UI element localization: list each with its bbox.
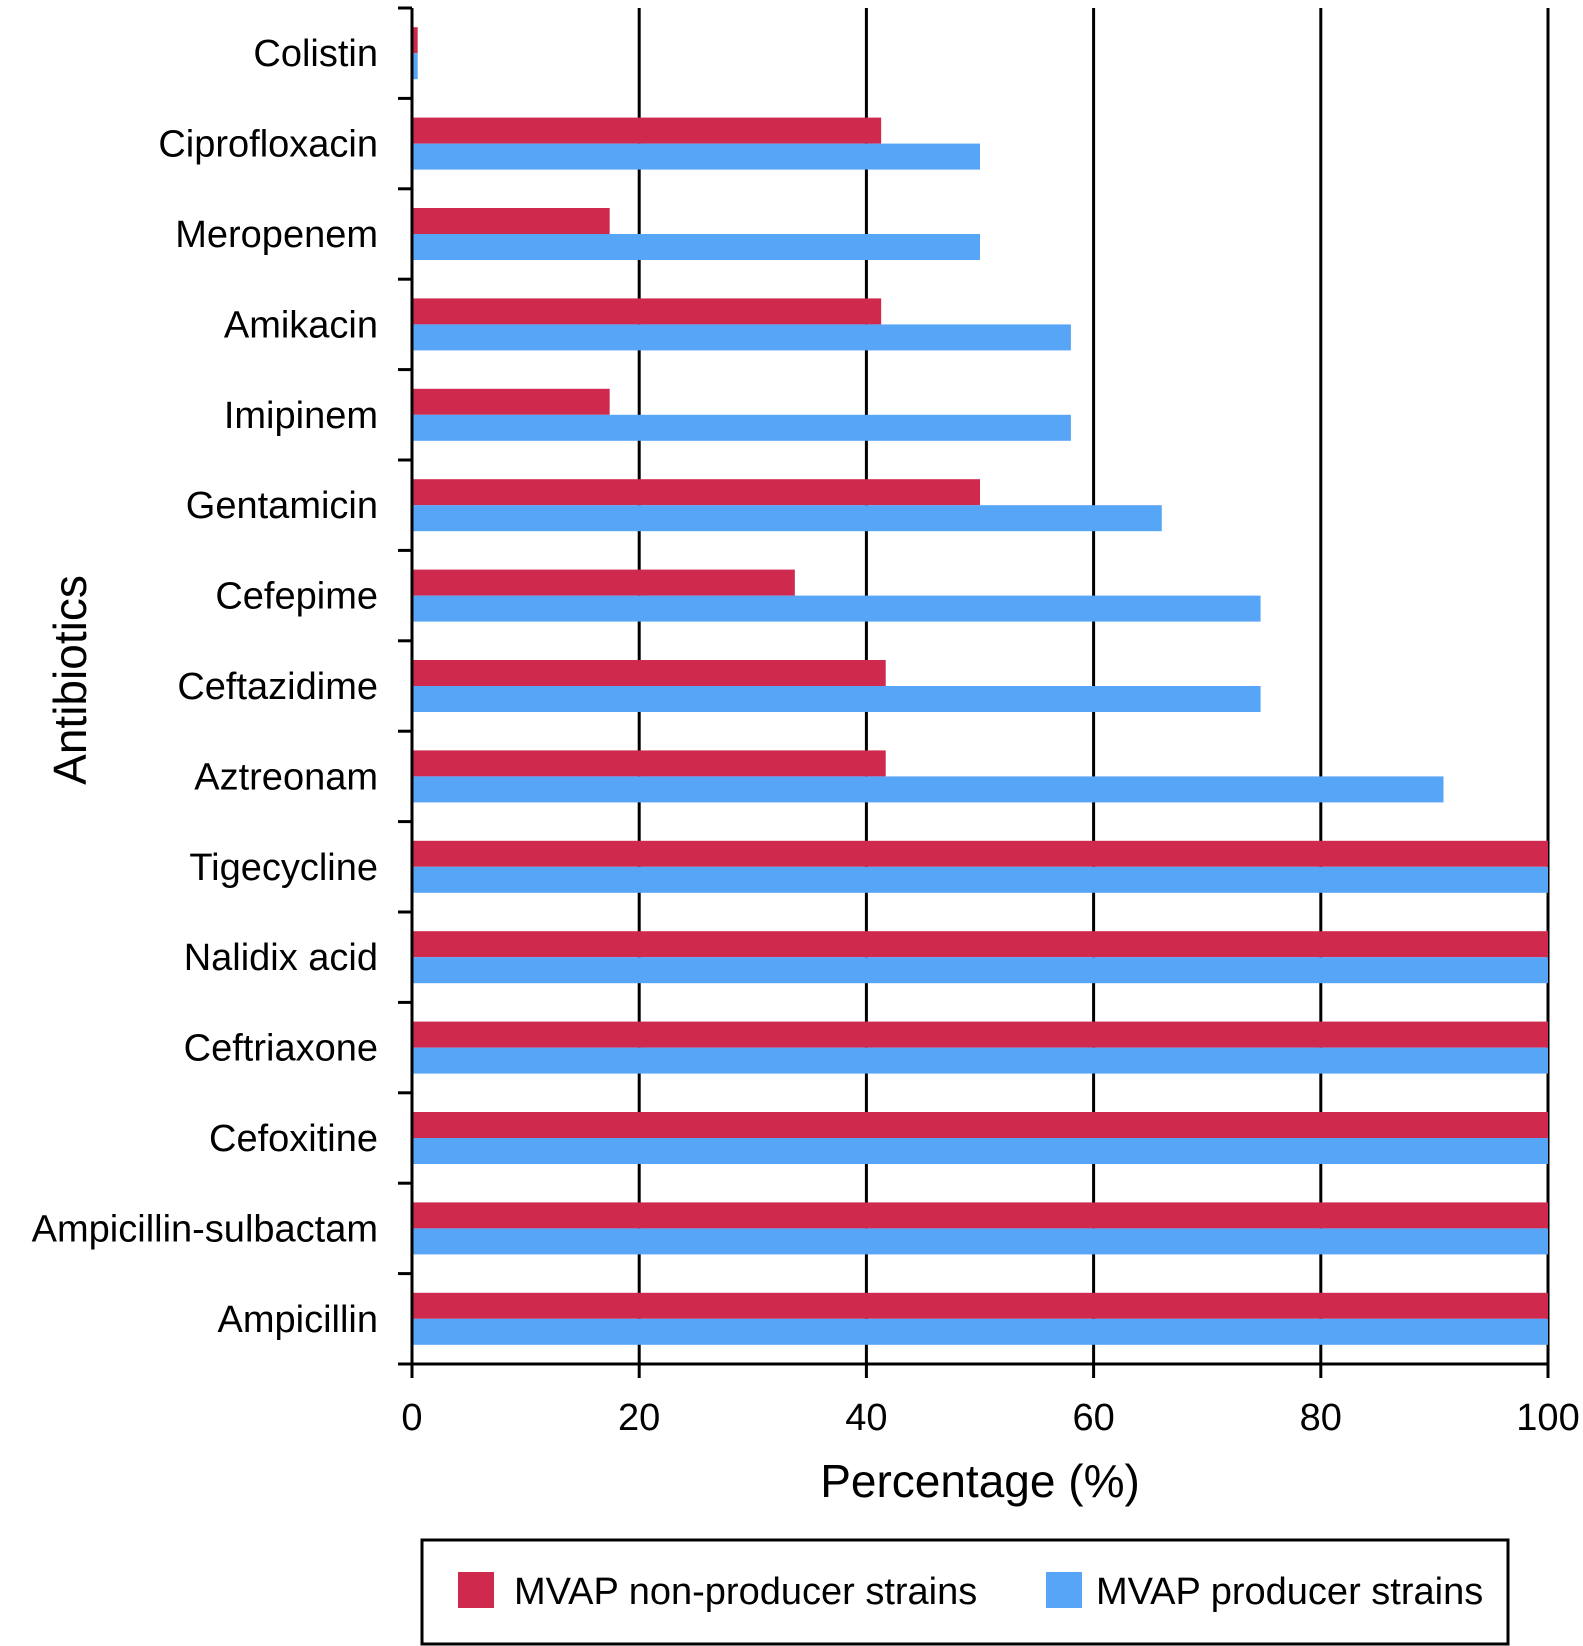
bar-non-producer	[412, 298, 882, 325]
x-tick-label: 80	[1300, 1397, 1342, 1439]
bar-non-producer	[412, 1292, 1548, 1319]
category-label: Ampicillin	[218, 1299, 378, 1341]
bar-producer	[412, 686, 1261, 712]
category-label: Cefepime	[215, 576, 378, 618]
category-label: Amikacin	[224, 304, 378, 346]
bar-producer	[412, 143, 980, 170]
bar-non-producer	[412, 660, 886, 686]
x-tick-label: 40	[845, 1397, 887, 1439]
legend-swatch-non-producer	[458, 1572, 494, 1608]
legend-swatch-producer	[1046, 1572, 1082, 1608]
x-tick-label: 60	[1072, 1397, 1114, 1439]
bar-producer	[412, 234, 980, 260]
category-label: Imipinem	[224, 395, 378, 437]
bars	[412, 27, 1548, 1345]
bar-non-producer	[412, 208, 610, 234]
bar-producer	[412, 53, 418, 80]
bar-non-producer	[412, 840, 1548, 867]
bar-producer	[412, 414, 1071, 441]
category-label: Meropenem	[175, 214, 378, 256]
legend-label-producer: MVAP producer strains	[1096, 1571, 1483, 1613]
category-label: Ciprofloxacin	[158, 124, 378, 166]
bar-producer	[412, 1318, 1548, 1345]
bar-non-producer	[412, 931, 1548, 958]
legend: MVAP non-producer strains MVAP producer …	[420, 1538, 1510, 1646]
category-labels: Colistin Ciprofloxacin Meropenem Amikacin Im…	[32, 33, 378, 1341]
legend-label-non-producer: MVAP non-producer strains	[514, 1571, 977, 1613]
bar-producer	[412, 1228, 1548, 1255]
bar-non-producer	[412, 388, 610, 415]
bar-non-producer	[412, 1202, 1548, 1229]
bar-producer	[412, 1138, 1548, 1164]
bar-producer	[412, 505, 1162, 532]
category-label: Nalidix acid	[184, 937, 378, 979]
bar-producer	[412, 776, 1444, 803]
category-label: Cefoxitine	[209, 1118, 378, 1160]
x-tick-label: 20	[618, 1397, 660, 1439]
category-label: Ceftriaxone	[184, 1028, 378, 1070]
category-label: Tigecycline	[189, 847, 378, 889]
x-tick-label: 100	[1516, 1397, 1579, 1439]
bar-producer	[412, 957, 1548, 984]
category-label: Aztreonam	[194, 756, 378, 798]
axes	[398, 6, 1550, 1378]
x-tick-labels: 0 20 40 60 80 100	[401, 1397, 1579, 1439]
bar-non-producer	[412, 479, 980, 506]
y-axis-title: Antibiotics	[44, 575, 96, 785]
bar-non-producer	[412, 569, 795, 596]
category-label: Ampicillin-sulbactam	[32, 1208, 378, 1250]
x-tick-label: 0	[401, 1397, 422, 1439]
legend-box	[420, 1538, 1510, 1646]
bar-producer	[412, 1047, 1548, 1074]
bar-producer	[412, 324, 1071, 351]
bar-non-producer	[412, 750, 886, 777]
category-label: Colistin	[253, 33, 378, 75]
bar-non-producer	[412, 27, 418, 54]
bar-producer	[412, 866, 1548, 893]
bar-non-producer	[412, 1112, 1548, 1138]
bar-producer	[412, 595, 1261, 622]
category-label: Gentamicin	[186, 485, 378, 527]
bar-non-producer	[412, 117, 882, 144]
bar-non-producer	[412, 1021, 1548, 1048]
category-label: Ceftazidime	[177, 666, 378, 708]
x-axis-title: Percentage (%)	[820, 1455, 1140, 1507]
